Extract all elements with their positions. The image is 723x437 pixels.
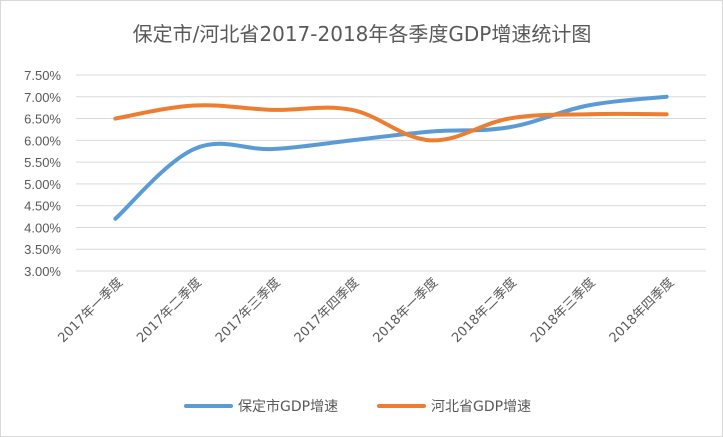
x-tick-label: 2017年三季度 (212, 275, 283, 346)
series-line-1 (113, 103, 669, 143)
legend-label: 保定市GDP增速 (238, 398, 338, 415)
y-tick-label: 7.00% (24, 90, 61, 105)
y-tick-label: 7.50% (24, 68, 61, 83)
y-tick-label: 5.50% (24, 155, 61, 170)
chart-title: 保定市/河北省2017-2018年各季度GDP增速统计图 (133, 22, 592, 46)
y-tick-label: 6.50% (24, 112, 61, 127)
y-tick-label: 6.00% (24, 133, 61, 148)
x-tick-label: 2018年二季度 (448, 275, 519, 346)
y-tick-label: 4.00% (24, 220, 61, 235)
y-tick-label: 3.50% (24, 242, 61, 257)
x-tick-label: 2018年三季度 (527, 275, 598, 346)
x-tick-label: 2017年一季度 (55, 275, 126, 346)
y-tick-label: 4.50% (24, 199, 61, 214)
y-tick-label: 5.00% (24, 177, 61, 192)
x-tick-label: 2017年二季度 (133, 275, 204, 346)
x-tick-label: 2018年一季度 (370, 275, 441, 346)
x-tick-label: 2017年四季度 (291, 275, 362, 346)
legend-label: 河北省GDP增速 (431, 399, 531, 415)
y-tick-label: 3.00% (24, 264, 61, 279)
x-tick-label: 2018年四季度 (606, 275, 677, 346)
